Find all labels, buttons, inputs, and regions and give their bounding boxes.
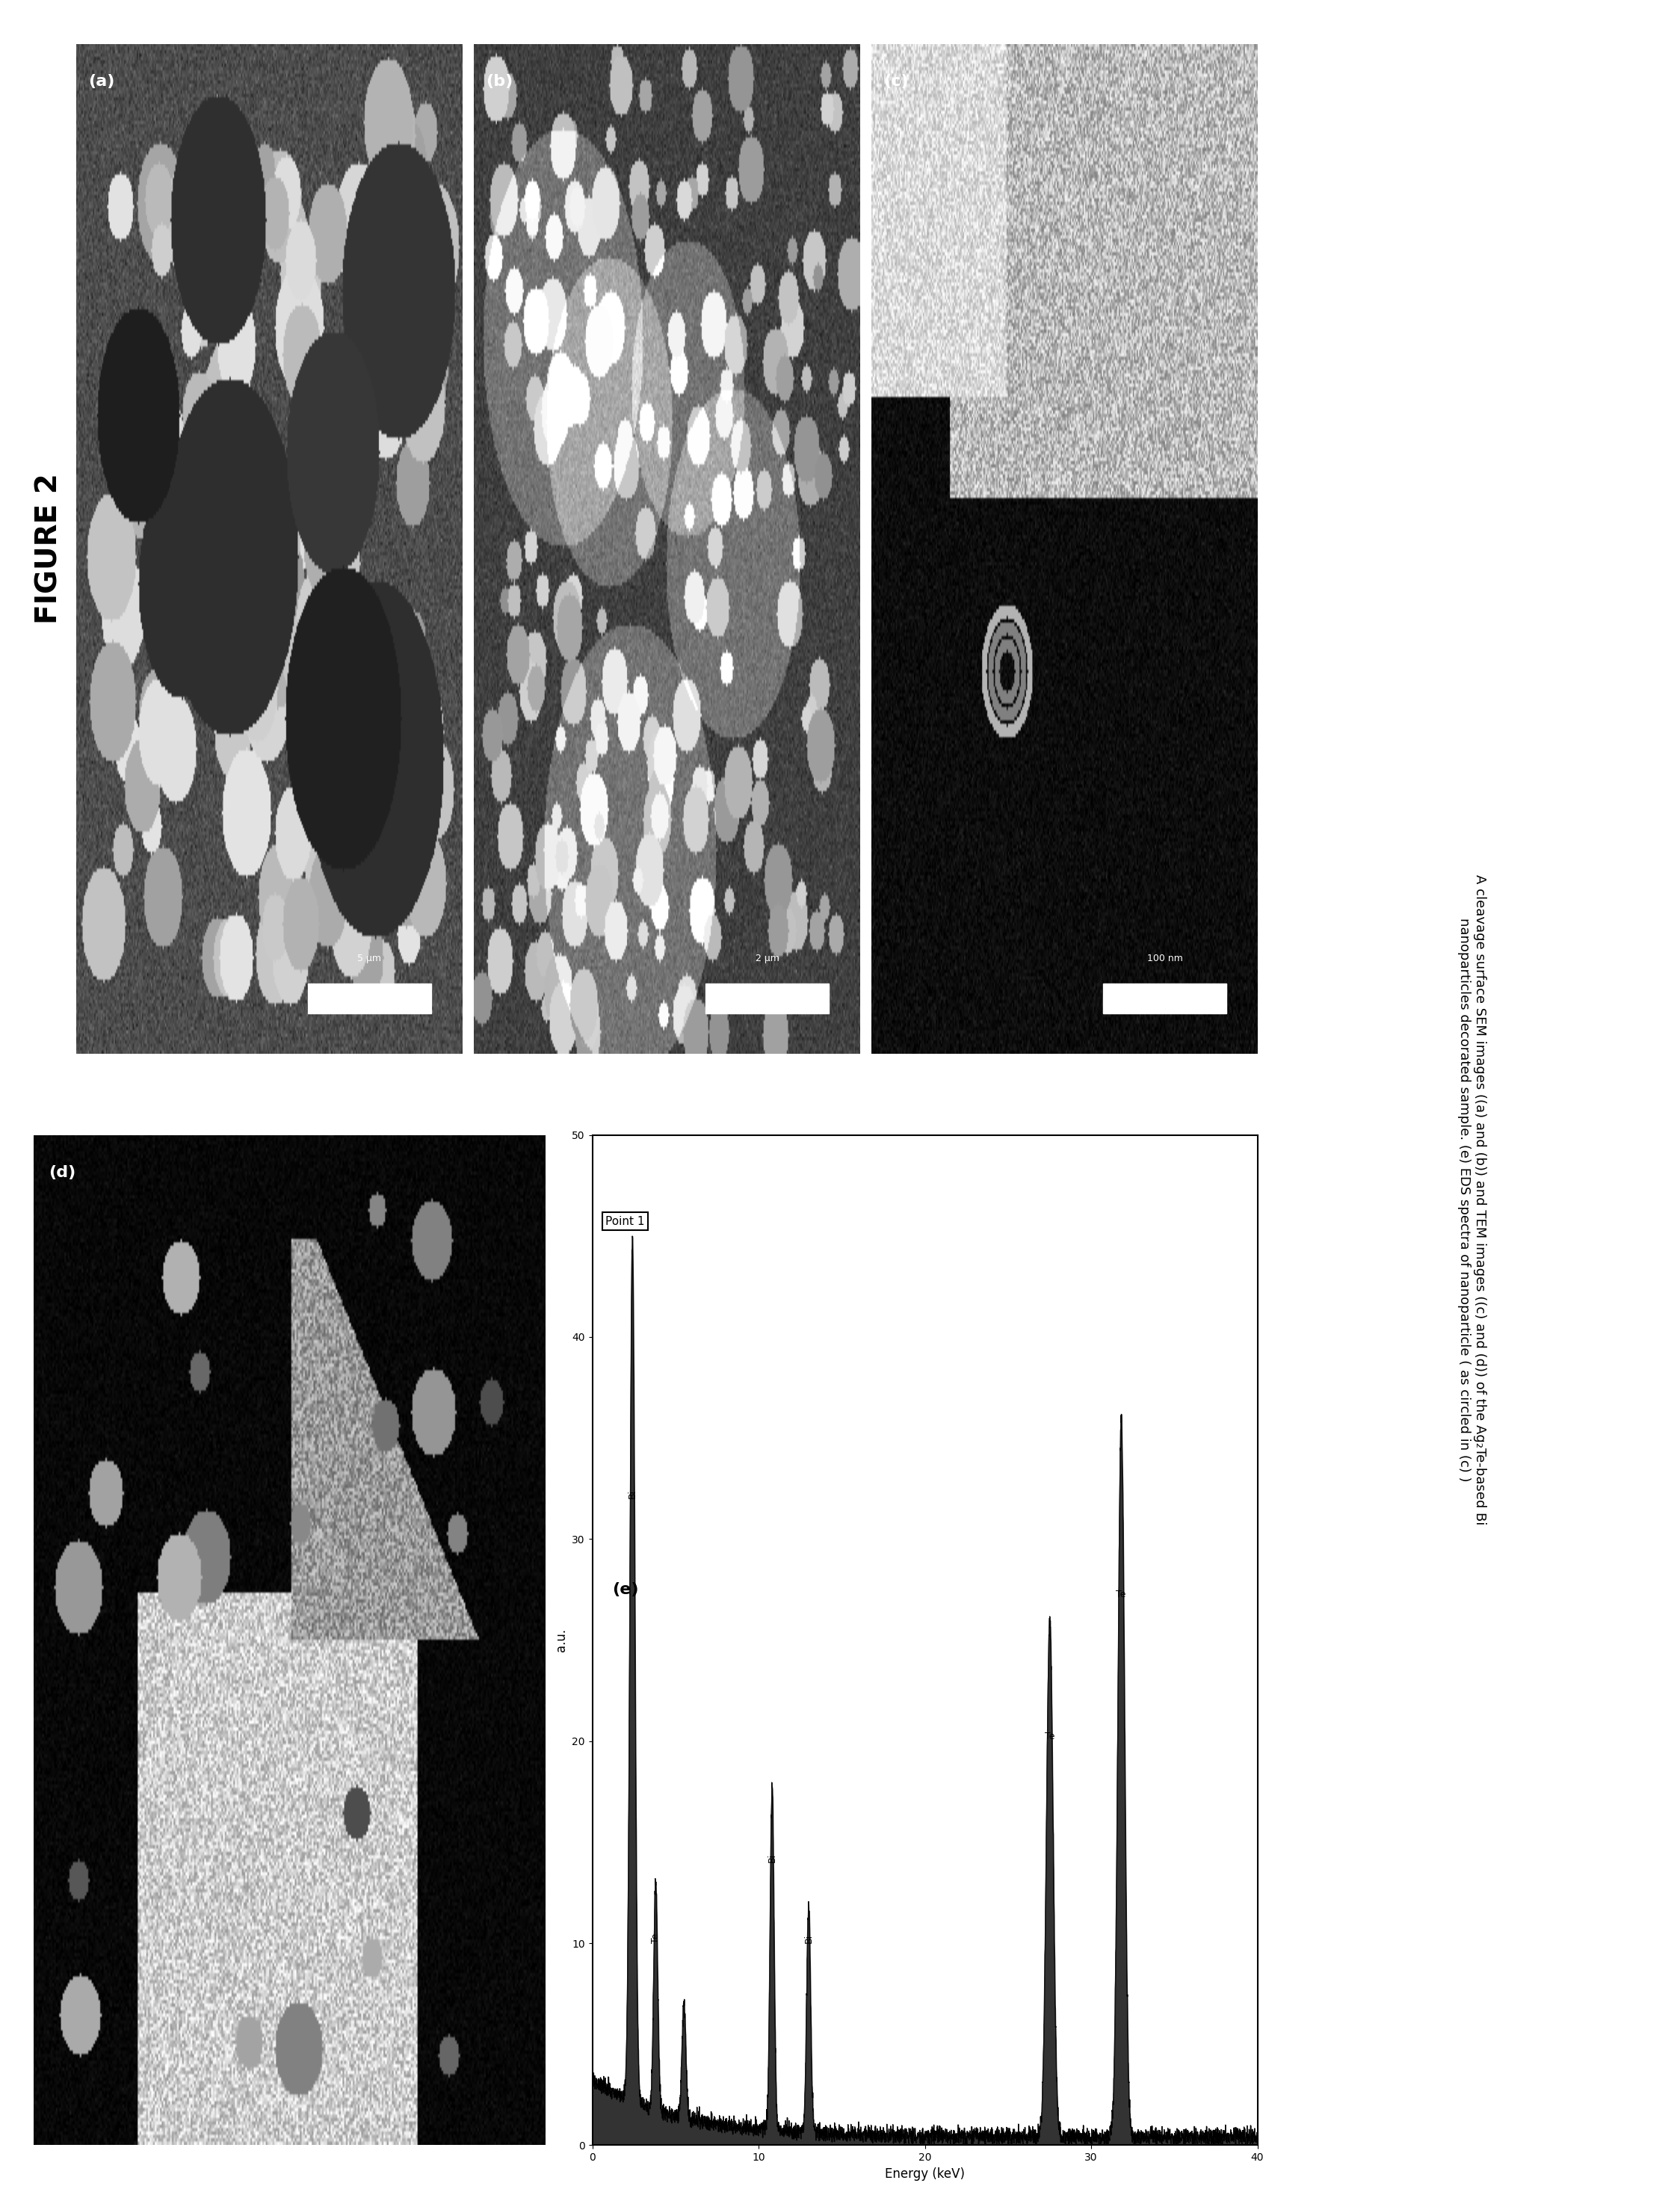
Y-axis label: a.u.: a.u. — [554, 1629, 568, 1653]
Text: (c): (c) — [884, 74, 909, 90]
Text: 100 nm: 100 nm — [1147, 954, 1183, 963]
Text: Te: Te — [1045, 1731, 1055, 1740]
Text: (d): (d) — [49, 1165, 76, 1180]
Text: (b): (b) — [486, 74, 512, 90]
Text: Bi: Bi — [627, 1489, 637, 1499]
Text: Point 1: Point 1 — [605, 1215, 645, 1228]
Text: A cleavage surface SEM images ((a) and (b)) and TEM images ((c) and (d)) of the : A cleavage surface SEM images ((a) and (… — [1457, 873, 1487, 1526]
Text: Te: Te — [1116, 1589, 1126, 1600]
Text: (e): (e) — [612, 1583, 638, 1598]
Bar — [1104, 983, 1226, 1014]
Bar — [307, 983, 432, 1014]
Bar — [706, 983, 828, 1014]
X-axis label: Energy (keV): Energy (keV) — [885, 2167, 964, 2180]
Text: Bi: Bi — [803, 1935, 813, 1944]
Text: 2 μm: 2 μm — [756, 954, 780, 963]
Text: 5 μm: 5 μm — [358, 954, 381, 963]
Text: Bi: Bi — [768, 1854, 776, 1863]
Text: FIGURE 2: FIGURE 2 — [35, 473, 64, 624]
Text: Te: Te — [650, 1933, 660, 1944]
Text: (a): (a) — [87, 74, 114, 90]
